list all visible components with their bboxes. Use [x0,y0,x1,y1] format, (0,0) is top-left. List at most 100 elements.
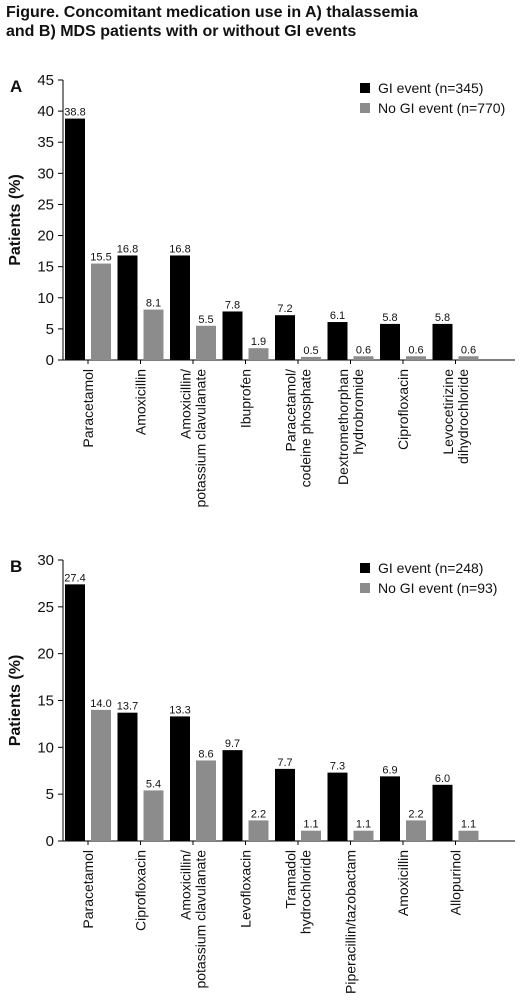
panel-b-data-label: 27.4 [64,572,85,584]
panel-a-category-label-line: hydrobromide [350,369,366,455]
panel-a-category-label: Levocetirizinedihydrochloride [440,369,471,464]
panel-b-data-label: 1.1 [461,819,476,831]
panel-b-data-label: 7.7 [277,757,292,769]
panel-a-data-label: 0.5 [303,345,318,357]
panel-a-y-axis-title: Patients (%) [7,174,24,266]
panel-a-category-label-line: Ibuprofen [238,369,254,428]
panel-a-y-tick-label: 15 [37,259,54,276]
panel-b-y-tick-label: 25 [37,599,54,616]
panel-b-category-label-line: Amoxicillin [395,850,411,916]
panel-b-category-label: Levofloxacin [238,850,254,928]
panel-b-data-label: 8.6 [198,748,213,760]
panel-a-category-label: Dextromethorphanhydrobromide [335,369,366,485]
panel-a-no-gi-event-bar [458,356,479,360]
panel-b-category-label-line: Paracetamol [80,850,96,929]
panel-b-category-label-line: Tramadol [283,850,299,909]
panel-a-gi-event-bar [170,255,190,360]
panel-a-no-gi-event-bar [248,348,269,360]
panel-b-category-label-line: Allopurinol [448,850,464,915]
panel-b-y-tick-label: 10 [37,739,54,756]
panel-b-no-gi-event-bar [458,830,479,841]
panel-a-y-tick-label: 5 [46,321,54,338]
panel-a-category-label-line: Paracetamol [80,369,96,448]
panel-a-category-label-line: codeine phosphate [298,369,314,488]
panel-b-gi-event-bar [327,772,348,841]
panel-a-gi-event-bar [117,255,138,360]
panel-b-y-axis-title: Patients (%) [7,655,24,747]
panel-b-label: B [10,557,22,576]
panel-b-data-label: 2.2 [408,808,423,820]
panel-b-data-label: 13.7 [117,701,138,713]
panel-b-no-gi-event-bar [143,790,164,841]
panel-a-gi-event-bar [275,315,295,360]
panel-b-gi-event-bar [432,784,453,841]
panel-a-data-label: 5.5 [198,314,213,326]
panel-b-no-gi-event-bar [406,820,426,841]
panel-a-y-tick-label: 20 [37,228,54,245]
panel-a-data-label: 5.8 [435,312,450,324]
panel-a-category-label-line: Ciprofloxacin [395,369,411,450]
panel-a-no-gi-event-bar [143,309,164,360]
panel-a-legend-swatch [360,103,370,113]
panel-a-legend-label: No GI event (n=770) [378,100,505,116]
panel-b-legend-label: GI event (n=248) [378,560,483,576]
panel-a-category-label-line: Dextromethorphan [335,369,351,485]
panel-a-legend-swatch [360,83,370,93]
panel-b-no-gi-event-bar [196,760,216,841]
panel-a-gi-event-bar [380,323,400,360]
panel-b-data-label: 1.1 [303,819,318,831]
panel-a-data-label: 0.6 [408,344,423,356]
panel-a-category-label-line: potassium clavulanate [193,369,209,508]
panel-b-legend-swatch [360,563,370,573]
panel-b-category-label-line: potassium clavulanate [193,850,209,989]
panel-b-category-label: Amoxicillin [395,850,411,916]
panel-a-y-tick-label: 45 [37,72,54,89]
figure-title: Figure. Concomitant medication use in A)… [6,3,516,41]
panel-a-chart: A 0 5 10 15 20 25 30 35 40 45 Patients (%) 38.8 15.5 P… [7,72,515,508]
panel-a-no-gi-event-bar [196,325,216,360]
panel-b-legend-label: No GI event (n=93) [378,580,497,596]
panel-a-category-label-line: Amoxicillin/ [178,369,194,439]
panel-b-data-label: 5.4 [146,778,161,790]
panel-b-category-label-line: Levofloxacin [238,850,254,928]
panel-b-y-tick-label: 5 [46,786,54,803]
panel-a-y-tick-label: 40 [37,103,54,120]
panel-a-no-gi-event-bar [301,356,321,360]
panel-b-chart: B 0 5 10 15 20 25 30 Patients (%) 27.4 14.0 Paracet… [7,552,515,994]
panel-b-category-label: Ciprofloxacin [133,850,149,931]
figure-title-line-2: and B) MDS patients with or without GI e… [6,23,357,40]
panel-b-gi-event-bar [380,776,400,841]
panel-b-gi-event-bar [65,584,85,841]
panel-b-category-label: Allopurinol [448,850,464,915]
panel-b-category-label-line: Ciprofloxacin [133,850,149,931]
panel-b-no-gi-event-bar [91,709,111,841]
panel-a-no-gi-event-bar [353,356,374,360]
panel-a-data-label: 16.8 [117,243,138,255]
panel-b-category-label-line: hydrochloride [298,850,314,934]
panel-b-data-label: 2.2 [251,808,266,820]
panel-a-data-label: 7.8 [225,299,240,311]
panel-b-data-label: 7.3 [330,761,345,773]
panel-a-category-label: Ibuprofen [238,369,254,428]
panel-a-gi-event-bar [65,118,85,360]
panel-a-data-label: 5.8 [382,312,397,324]
panel-b-gi-event-bar [222,750,243,841]
panel-a-legend-label: GI event (n=345) [378,80,483,96]
panel-a-category-label-line: dihydrochloride [455,369,471,464]
panel-a-category-label-line: Amoxicillin [133,369,149,435]
panel-a-y-tick-label: 25 [37,196,54,213]
panel-b-category-label: Tramadolhydrochloride [283,850,314,934]
panel-a-data-label: 1.9 [251,336,266,348]
panel-a-gi-event-bar [222,311,243,360]
panel-b-y-tick-label: 0 [46,833,54,850]
panel-a-data-label: 7.2 [277,303,292,315]
panel-a-category-label-line: Levocetirizine [440,369,456,455]
panel-a-data-label: 8.1 [146,298,161,310]
panel-b-data-label: 14.0 [90,698,111,710]
panel-a-data-label: 16.8 [169,243,190,255]
panel-b-y-tick-label: 30 [37,552,54,569]
panel-b-gi-event-bar [170,716,190,841]
panel-a-data-label: 15.5 [90,252,111,264]
panel-b-y-tick-label: 20 [37,646,54,663]
panel-a-y-tick-label: 30 [37,165,54,182]
